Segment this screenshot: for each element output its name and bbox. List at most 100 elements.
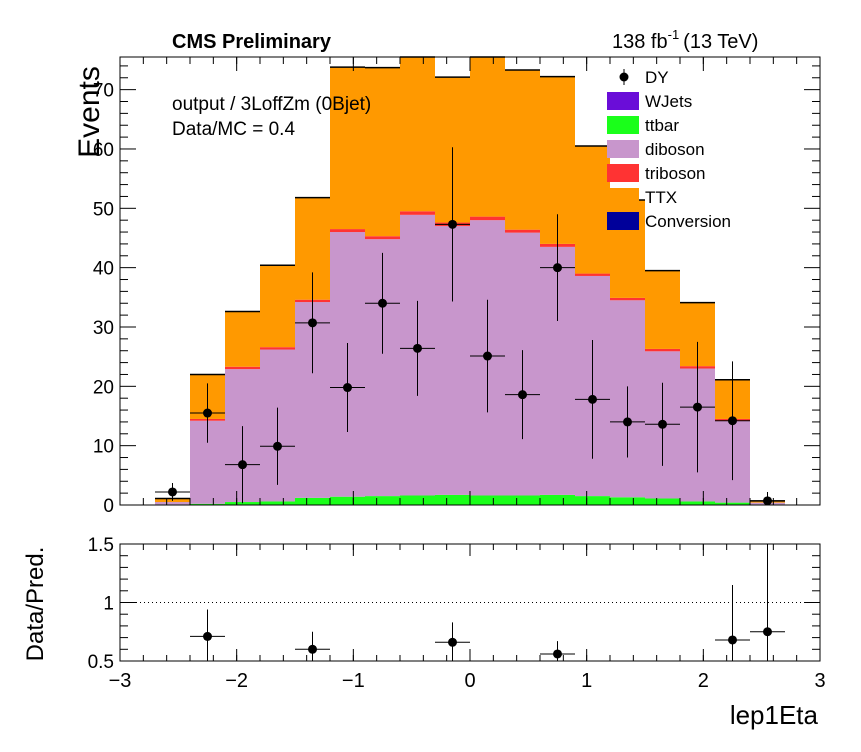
y-tick-label: 10 <box>93 437 114 458</box>
data-point-2 <box>225 426 260 504</box>
legend-swatch <box>607 140 639 158</box>
legend-swatch <box>607 164 639 182</box>
data-point-marker <box>273 441 282 451</box>
energy-label: (13 TeV) <box>683 31 758 53</box>
x-tick-label: 0 <box>464 670 475 692</box>
data-point-marker <box>168 487 177 497</box>
data-point-marker <box>448 219 457 229</box>
x-tick-label: 2 <box>698 670 709 692</box>
x-tick-label: 1 <box>581 670 592 692</box>
ratio-annotation: Data/MC = 0.4 <box>172 119 295 140</box>
legend-marker <box>619 72 629 82</box>
ratio-point-0 <box>190 609 225 661</box>
data-point-marker <box>623 417 632 427</box>
bar-ttbar-3 <box>260 501 295 505</box>
data-point-16 <box>715 361 750 481</box>
experiment-label: CMS Preliminary <box>172 31 332 53</box>
bar-ttbar-6 <box>365 496 400 505</box>
ratio-point-1 <box>295 631 330 661</box>
ratio-point-marker <box>763 627 772 637</box>
bar-triboson-13 <box>610 297 645 301</box>
bar-ttbar-16 <box>715 502 750 505</box>
data-point-marker <box>588 394 597 404</box>
bar-ttx-14 <box>645 270 680 349</box>
legend-entry-conversion: Conversion <box>607 212 731 231</box>
bar-diboson-0 <box>155 502 190 505</box>
y-tick-label: 20 <box>93 377 114 398</box>
ratio-point-marker <box>448 637 457 647</box>
ratio-point-marker <box>553 649 562 659</box>
y-tick-label: 0 <box>103 496 114 517</box>
legend-entry-wjets: WJets <box>607 92 692 111</box>
x-axis-title: lep1Eta <box>730 700 819 730</box>
y-tick-label: 70 <box>93 81 114 102</box>
bar-triboson-9 <box>470 216 505 221</box>
legend-label: WJets <box>645 92 692 111</box>
main-plot-ticks: 0 10 20 30 40 50 60 70 <box>93 57 821 517</box>
bar-triboson-10 <box>505 229 540 233</box>
data-point-marker <box>518 390 527 400</box>
legend-swatch <box>607 92 639 110</box>
bar-ttbar-15 <box>680 501 715 505</box>
ratio-y-axis-title: Data/Pred. <box>22 547 49 662</box>
data-point-marker <box>203 408 212 418</box>
bar-ttbar-4 <box>295 497 330 505</box>
legend-label: diboson <box>645 140 705 159</box>
bar-ttbar-7 <box>400 495 435 505</box>
ratio-point-marker <box>203 631 212 641</box>
data-point-15 <box>680 341 715 473</box>
legend-label: TTX <box>645 188 677 207</box>
data-point-14 <box>645 382 680 466</box>
bar-ttbar-9 <box>470 495 505 505</box>
ratio-point-4 <box>715 584 750 661</box>
bar-ttbar-8 <box>435 494 470 505</box>
bar-ttx-3 <box>260 265 295 348</box>
legend-label: DY <box>645 68 669 87</box>
data-point-13 <box>610 386 645 458</box>
data-point-marker <box>553 263 562 273</box>
data-points <box>155 147 785 506</box>
data-point-1 <box>190 383 225 443</box>
bar-triboson-2 <box>225 366 260 370</box>
bar-ttx-12 <box>575 146 610 274</box>
legend-swatch <box>607 116 639 134</box>
data-point-7 <box>400 300 435 396</box>
bar-ttx-6 <box>365 67 400 237</box>
x-tick-label: −3 <box>109 670 132 692</box>
data-point-6 <box>365 252 400 354</box>
y-tick-label: 30 <box>93 318 114 339</box>
bar-ttbar-14 <box>645 498 680 505</box>
legend-entry-dy: DY <box>619 68 669 87</box>
data-point-17 <box>750 491 785 506</box>
legend-entry-ttbar: ttbar <box>607 116 679 135</box>
data-point-marker <box>238 460 247 470</box>
data-point-marker <box>308 318 317 328</box>
ratio-point-5 <box>750 544 785 661</box>
x-tick-label: 3 <box>814 670 825 692</box>
lumi-label: 138 fb-1 (13 TeV) <box>612 27 758 53</box>
data-point-marker <box>413 343 422 353</box>
data-point-marker <box>658 419 667 429</box>
legend-label: ttbar <box>645 116 679 135</box>
x-tick-label: −1 <box>342 670 365 692</box>
data-point-10 <box>505 350 540 440</box>
bar-triboson-12 <box>575 273 610 276</box>
ratio-points <box>190 544 785 661</box>
data-point-marker <box>483 351 492 361</box>
region-annotation: output / 3LoffZm (0Bjet) <box>172 94 371 115</box>
legend-entry-diboson: diboson <box>607 140 705 159</box>
data-point-4 <box>295 272 330 374</box>
data-point-marker <box>343 383 352 393</box>
data-point-12 <box>575 340 610 459</box>
data-point-marker <box>763 496 772 506</box>
ratio-point-3 <box>540 641 575 661</box>
legend-label: triboson <box>645 164 705 183</box>
main-plot: 0 10 20 30 40 50 60 70 <box>93 56 821 517</box>
bar-triboson-5 <box>330 229 365 233</box>
bar-triboson-14 <box>645 348 680 352</box>
bar-ttbar-11 <box>540 494 575 505</box>
legend-swatch <box>607 188 639 206</box>
ratio-point-2 <box>435 622 470 661</box>
data-point-marker <box>728 416 737 426</box>
